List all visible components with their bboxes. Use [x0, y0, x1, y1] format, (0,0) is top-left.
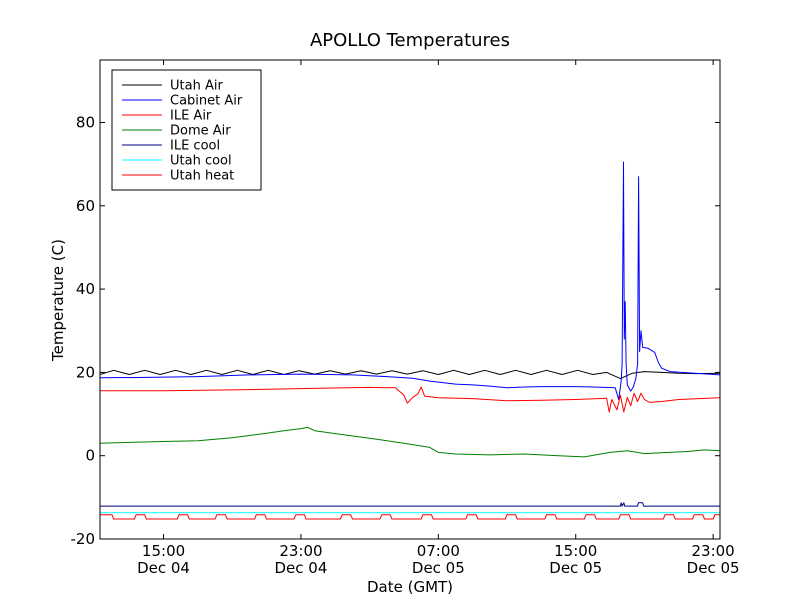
y-tick-label: 40 — [76, 280, 95, 298]
x-tick-label-time: 23:00 — [692, 542, 735, 560]
y-tick-label: 20 — [76, 363, 95, 381]
y-axis-ticks: -20 0 20 40 60 80 — [71, 113, 720, 548]
x-tick-label-time: 23:00 — [279, 542, 322, 560]
legend-label: Dome Air — [170, 124, 231, 139]
legend-label: Utah cool — [170, 154, 232, 169]
legend-label: Cabinet Air — [170, 94, 243, 109]
x-tick-label-date: Dec 04 — [274, 559, 327, 577]
chart-title: APOLLO Temperatures — [310, 30, 510, 51]
legend-label: ILE cool — [170, 139, 220, 154]
series-line-utah-air — [100, 369, 720, 380]
x-tick-label-date: Dec 05 — [549, 559, 602, 577]
series-line-ile-cool — [100, 502, 720, 507]
y-tick-label: -20 — [71, 530, 96, 548]
plot-frame — [99, 59, 721, 540]
series-line-ile-air — [100, 386, 720, 413]
series-line-utah-heat — [100, 514, 720, 520]
x-tick-label-time: 15:00 — [554, 542, 597, 560]
series-line-cabinet-air — [100, 161, 720, 400]
y-axis-label: Temperature (C) — [49, 239, 67, 362]
x-tick-label-time: 15:00 — [142, 542, 185, 560]
x-tick-label-date: Dec 05 — [687, 559, 740, 577]
series-line-dome-air — [100, 426, 720, 458]
series-layer — [100, 161, 720, 520]
legend-label: Utah heat — [170, 169, 234, 184]
x-axis-label: Date (GMT) — [367, 578, 453, 596]
x-tick-label-date: Dec 05 — [412, 559, 465, 577]
legend-label: ILE Air — [170, 109, 212, 124]
y-tick-label: 80 — [76, 113, 95, 131]
legend-label: Utah Air — [170, 79, 223, 94]
x-tick-label-date: Dec 04 — [137, 559, 190, 577]
y-tick-label: 60 — [76, 197, 95, 215]
x-tick-label-time: 07:00 — [417, 542, 460, 560]
y-tick-label: 0 — [85, 447, 95, 465]
